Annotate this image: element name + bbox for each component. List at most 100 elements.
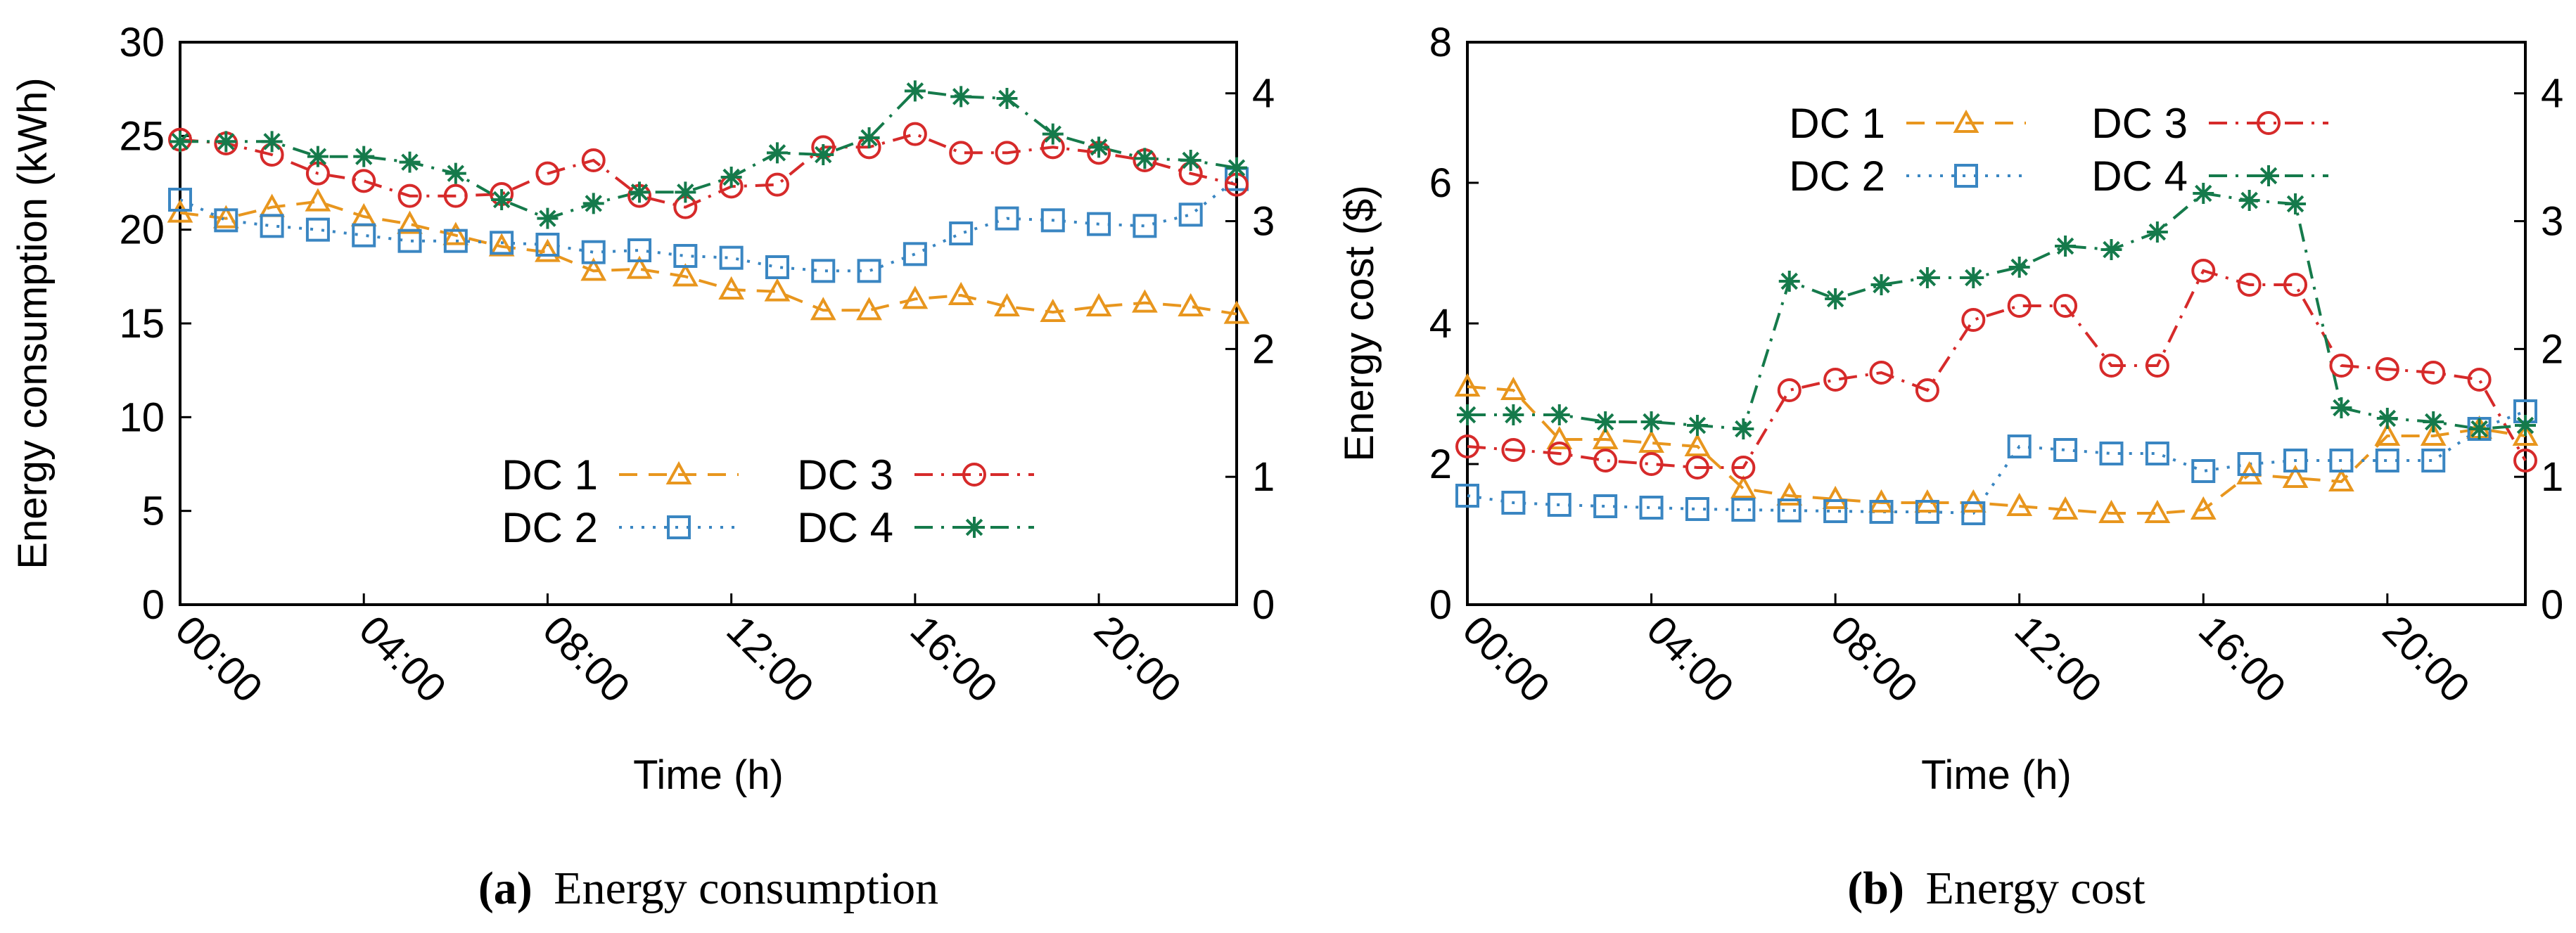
data-point-dc2	[903, 242, 927, 266]
y-axis-label: Energy consumption (kWh)	[10, 77, 56, 569]
data-point-dc4	[2238, 190, 2260, 211]
data-point-dc4	[170, 131, 191, 153]
data-point-dc4	[2100, 239, 2122, 260]
data-point-dc4	[1134, 148, 1156, 169]
data-point-dc2	[1501, 491, 1526, 515]
data-point-dc3	[397, 184, 422, 208]
data-point-dc2	[627, 238, 652, 262]
data-point-dc4	[582, 193, 604, 214]
data-point-dc4	[307, 146, 329, 167]
data-point-dc3	[581, 148, 606, 172]
data-point-dc1	[212, 205, 239, 229]
x-axis-label: Time (h)	[1921, 752, 2072, 798]
data-point-dc4	[1870, 274, 1892, 295]
data-point-dc4	[1733, 418, 1754, 439]
data-point-dc3	[1777, 378, 1802, 402]
data-point-dc3	[2191, 259, 2216, 283]
data-point-dc2	[2191, 459, 2216, 483]
y-tick-label: 0	[142, 582, 165, 628]
axis-ticks: 0 5 10 15 20 25 30 0 1 2 3 4 00:00 04:00 08:00 12:00 16:…	[119, 20, 1275, 712]
data-point-dc4	[629, 181, 651, 203]
data-point-dc4	[675, 181, 696, 203]
data-point-dc1	[1500, 376, 1526, 400]
data-point-dc4	[1226, 157, 1247, 179]
caption-text: Energy cost	[1925, 863, 2145, 914]
data-point-dc3	[995, 141, 1019, 165]
data-point-dc1	[488, 233, 515, 257]
data-point-dc3	[1961, 308, 1986, 332]
series-line-dc1	[1467, 385, 2526, 515]
data-point-dc4	[445, 162, 466, 184]
data-point-dc1	[2374, 422, 2401, 446]
data-point-dc3	[2053, 294, 2078, 318]
data-point-dc2	[995, 206, 1019, 231]
y-tick-label: 8	[1429, 20, 1452, 65]
y-tick-label: 0	[1429, 582, 1452, 628]
legend-marker-dc1	[665, 461, 692, 484]
y2-tick-label: 0	[2541, 582, 2563, 628]
data-point-dc2	[397, 229, 422, 253]
data-point-dc4	[812, 144, 834, 165]
y-tick-label: 15	[119, 301, 165, 347]
data-point-dc2	[352, 223, 376, 247]
data-point-dc2	[1593, 494, 1618, 518]
legend-marker-dc1	[1953, 109, 1979, 133]
caption: (b) Energy cost	[1847, 863, 2145, 914]
data-point-dc1	[718, 276, 745, 300]
y2-tick-label: 0	[1252, 582, 1275, 628]
series-line-dc2	[179, 178, 1238, 273]
data-point-dc3	[949, 141, 974, 165]
data-point-dc4	[950, 86, 972, 108]
legend: DC 1 DC 2 DC 3 DC 4	[1789, 100, 2328, 200]
data-point-dc4	[720, 167, 742, 188]
data-point-dc4	[1088, 136, 1110, 158]
data-point-dc3	[2375, 357, 2399, 381]
series-lines	[1467, 191, 2527, 515]
caption: (a) Energy consumption	[478, 863, 938, 914]
data-point-dc4	[1180, 150, 1201, 171]
data-point-dc4	[766, 142, 788, 164]
data-point-dc3	[352, 169, 376, 193]
x-tick-label: 12:00	[2006, 607, 2111, 712]
legend-marker-dc3	[2257, 111, 2281, 135]
data-point-dc2	[1087, 212, 1111, 236]
legend-marker-dc3	[962, 463, 986, 487]
y-tick-label: 10	[119, 394, 165, 440]
data-point-dc4	[2008, 257, 2030, 278]
data-point-dc3	[443, 184, 468, 208]
data-point-dc1	[994, 292, 1020, 316]
y-tick-label: 30	[119, 20, 165, 65]
x-tick-label: 16:00	[2190, 607, 2295, 712]
data-point-dc1	[1131, 289, 1158, 313]
data-point-dc1	[397, 210, 423, 234]
series-line-dc1	[179, 200, 1237, 316]
legend-label-dc1: DC 1	[502, 451, 598, 498]
data-point-dc1	[2282, 464, 2309, 488]
data-point-dc4	[215, 131, 237, 153]
data-point-dc2	[2375, 449, 2399, 472]
plot-frame	[179, 41, 1238, 606]
data-point-dc4	[1042, 123, 1064, 145]
x-tick-label: 00:00	[1454, 607, 1559, 712]
data-point-dc1	[2420, 422, 2447, 446]
data-point-dc3	[2329, 354, 2354, 378]
data-point-dc3	[535, 161, 560, 186]
data-point-dc4	[353, 146, 375, 167]
data-point-dc4	[491, 189, 513, 210]
data-point-dc2	[1547, 493, 1571, 517]
caption-label: (b)	[1847, 863, 1904, 914]
data-point-dc4	[1640, 411, 1662, 432]
data-point-dc4	[1686, 415, 1708, 436]
x-tick-label: 00:00	[167, 607, 272, 712]
data-point-dc1	[1040, 298, 1066, 322]
data-point-dc2	[168, 188, 192, 212]
data-point-dc1	[902, 285, 929, 309]
y2-tick-label: 4	[2541, 71, 2563, 117]
data-point-dc4	[2285, 193, 2307, 214]
data-point-dc2	[535, 233, 560, 257]
legend-label-dc2: DC 2	[502, 504, 598, 551]
data-point-dc3	[2099, 354, 2124, 378]
series-markers	[1454, 183, 2539, 525]
legend-marker-dc2	[1954, 164, 1978, 188]
legend-marker-dc4	[964, 517, 985, 538]
